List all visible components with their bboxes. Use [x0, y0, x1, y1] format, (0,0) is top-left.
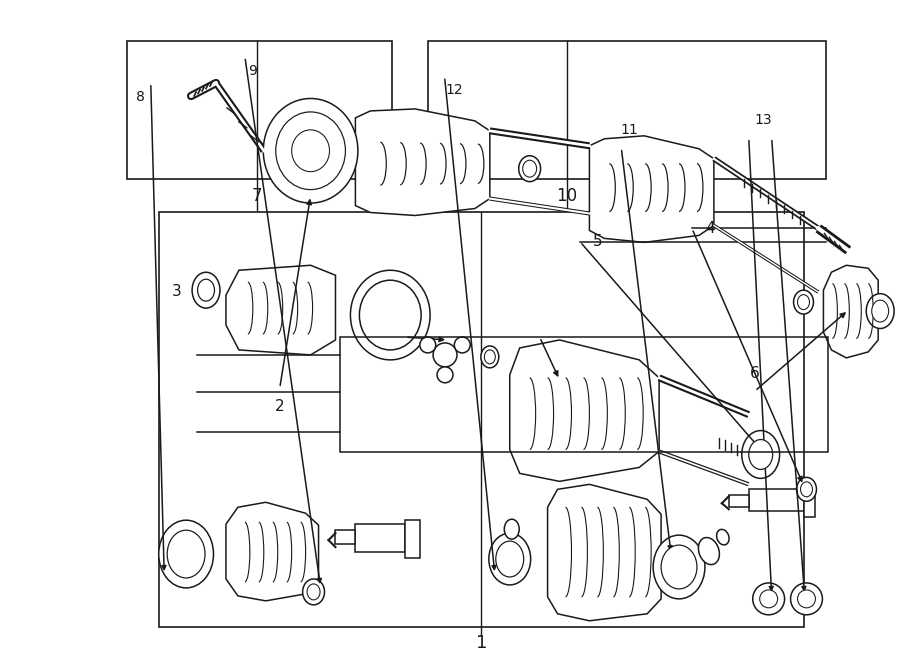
Ellipse shape: [504, 519, 519, 539]
Bar: [340, 337, 828, 451]
Polygon shape: [356, 109, 490, 215]
Ellipse shape: [359, 280, 421, 350]
Ellipse shape: [749, 440, 772, 469]
Text: 7: 7: [252, 186, 263, 204]
Ellipse shape: [653, 535, 705, 599]
Ellipse shape: [796, 477, 816, 501]
Ellipse shape: [872, 300, 888, 322]
Text: 3: 3: [172, 284, 182, 299]
Circle shape: [752, 583, 785, 615]
Text: 1: 1: [476, 634, 487, 652]
Ellipse shape: [167, 530, 205, 578]
Ellipse shape: [797, 295, 809, 309]
Bar: [356, 524, 405, 552]
Text: 11: 11: [620, 123, 638, 137]
Circle shape: [419, 337, 436, 353]
Bar: [749, 489, 804, 511]
Text: 13: 13: [755, 113, 772, 127]
Ellipse shape: [662, 545, 697, 589]
Bar: [158, 212, 804, 627]
Ellipse shape: [198, 279, 214, 301]
Polygon shape: [824, 265, 878, 358]
Ellipse shape: [518, 156, 541, 182]
Circle shape: [437, 367, 453, 383]
Polygon shape: [509, 340, 659, 481]
Circle shape: [760, 590, 778, 608]
Circle shape: [433, 343, 457, 367]
Ellipse shape: [158, 520, 213, 588]
Ellipse shape: [800, 482, 813, 497]
Bar: [428, 41, 826, 179]
Bar: [128, 41, 392, 179]
Text: 8: 8: [137, 90, 145, 104]
Ellipse shape: [794, 290, 814, 314]
Polygon shape: [226, 502, 319, 601]
Bar: [729, 495, 749, 507]
Ellipse shape: [484, 350, 495, 364]
Text: 12: 12: [446, 83, 464, 97]
Ellipse shape: [192, 272, 220, 308]
Ellipse shape: [292, 130, 329, 172]
Polygon shape: [547, 485, 661, 621]
Text: 4: 4: [705, 221, 715, 236]
Ellipse shape: [496, 541, 524, 577]
Circle shape: [454, 337, 470, 353]
Text: 5: 5: [593, 234, 603, 249]
Polygon shape: [226, 265, 336, 355]
Circle shape: [797, 590, 815, 608]
Bar: [405, 520, 420, 558]
Text: 10: 10: [556, 186, 577, 204]
Bar: [804, 485, 815, 517]
Ellipse shape: [523, 160, 536, 177]
Ellipse shape: [866, 293, 894, 329]
Text: 6: 6: [750, 366, 760, 381]
Polygon shape: [590, 136, 714, 243]
Ellipse shape: [302, 579, 325, 605]
Ellipse shape: [716, 529, 729, 545]
Ellipse shape: [742, 430, 779, 479]
Ellipse shape: [698, 537, 719, 564]
Ellipse shape: [307, 584, 320, 600]
Text: 2: 2: [274, 399, 284, 414]
Bar: [336, 530, 356, 544]
Circle shape: [790, 583, 823, 615]
Ellipse shape: [275, 112, 346, 190]
Ellipse shape: [481, 346, 499, 368]
Ellipse shape: [350, 270, 430, 360]
Ellipse shape: [489, 533, 531, 585]
Ellipse shape: [264, 98, 358, 203]
Text: 9: 9: [248, 63, 257, 77]
